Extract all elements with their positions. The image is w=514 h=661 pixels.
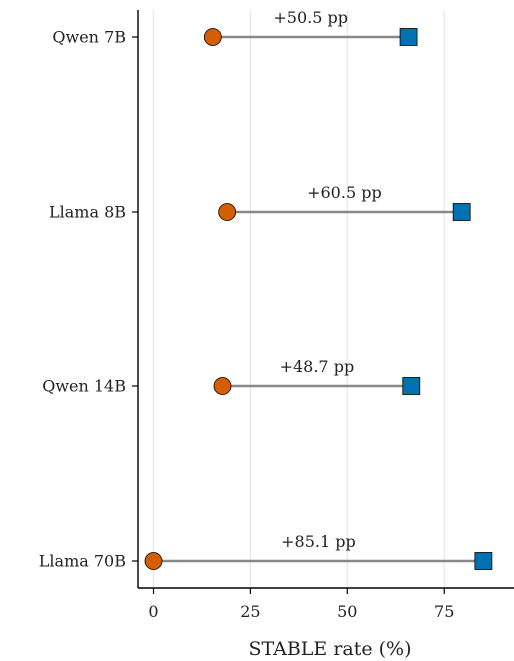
x-tick-label: 0 bbox=[148, 602, 158, 621]
before-point bbox=[213, 377, 232, 395]
category-label: Qwen 7B bbox=[52, 28, 126, 47]
x-tick-label: 75 bbox=[434, 602, 454, 621]
grid-lines bbox=[152, 10, 445, 588]
x-axis-title: STABLE rate (%) bbox=[248, 638, 411, 660]
delta-annotation: +48.7 pp bbox=[280, 357, 355, 376]
before-point bbox=[144, 552, 163, 570]
category-label: Llama 8B bbox=[49, 203, 126, 222]
category-label: Qwen 14B bbox=[42, 377, 126, 396]
before-point bbox=[203, 28, 222, 46]
chart-rows: +50.5 pp +60.5 pp +48.7 pp +85.1 pp bbox=[144, 8, 493, 570]
x-tick-label: 50 bbox=[337, 602, 357, 621]
after-point bbox=[402, 377, 421, 395]
x-tick-label: 25 bbox=[240, 602, 260, 621]
category-label: Llama 70B bbox=[39, 552, 126, 571]
after-point bbox=[399, 28, 418, 46]
delta-annotation: +85.1 pp bbox=[281, 532, 356, 551]
axes: Qwen 7B Llama 8B Qwen 14B Llama 70B 0 25 50 75 bbox=[39, 10, 514, 621]
delta-annotation: +60.5 pp bbox=[307, 183, 382, 202]
delta-annotation: +50.5 pp bbox=[273, 8, 348, 27]
after-point bbox=[474, 552, 493, 570]
before-point bbox=[218, 203, 237, 221]
after-point bbox=[452, 203, 471, 221]
